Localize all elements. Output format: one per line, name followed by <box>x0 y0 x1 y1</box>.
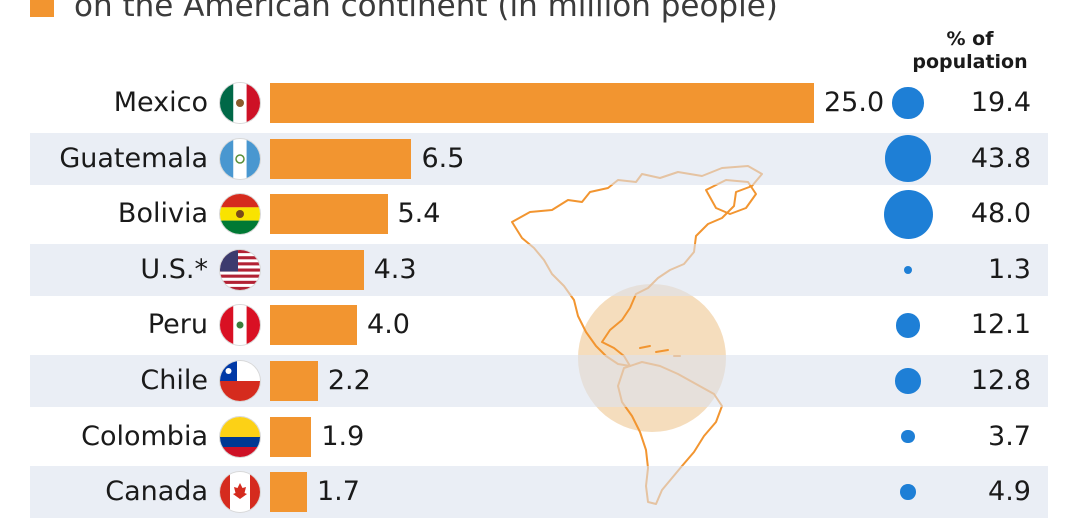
population-share-dot <box>901 429 915 444</box>
legend-swatch <box>30 0 54 17</box>
country-label: Bolivia <box>117 198 208 230</box>
pct-value-label: 48.0 <box>970 198 1031 230</box>
pct-value-label: 4.9 <box>988 476 1031 508</box>
chart-row: Mexico 25.0 19.4 <box>30 77 1048 129</box>
bar-value-label: 25.0 <box>824 87 885 118</box>
colombia-flag-icon <box>220 416 260 457</box>
peru-flag-icon <box>220 305 260 346</box>
bar-value-label: 6.5 <box>421 142 465 174</box>
bar <box>270 305 358 346</box>
canada-flag-icon <box>220 472 260 513</box>
legend-label: on the American continent (in million pe… <box>74 0 778 24</box>
pct-value-label: 43.8 <box>970 142 1031 174</box>
chart-row: Guatemala 6.5 43.8 <box>30 132 1048 185</box>
pct-column-header: % of population <box>900 28 1040 74</box>
bar-value-label: 5.4 <box>397 198 441 230</box>
chart-row: Canada 1.7 4.9 <box>30 466 1048 519</box>
bar <box>270 249 364 290</box>
country-label: Peru <box>147 309 208 341</box>
country-label: Canada <box>105 476 208 508</box>
pct-header-line1: % of <box>946 28 994 50</box>
chile-flag-icon <box>220 361 260 401</box>
chart-row: Chile 2.2 12.8 <box>30 355 1048 407</box>
population-share-dot <box>895 313 921 338</box>
bar <box>270 194 388 235</box>
population-share-dot <box>884 135 932 182</box>
population-share-dot <box>892 87 924 119</box>
bar-value-label: 4.0 <box>367 309 410 341</box>
pct-value-label: 3.7 <box>988 420 1031 452</box>
chart-row: Peru 4.0 12.1 <box>30 299 1048 351</box>
pct-value-label: 1.3 <box>988 253 1031 285</box>
country-label: Guatemala <box>59 142 208 174</box>
country-label: Chile <box>140 365 208 396</box>
bar <box>270 416 312 457</box>
country-label: U.S.* <box>140 253 208 285</box>
bolivia-flag-icon <box>220 194 260 235</box>
bar <box>270 138 412 179</box>
country-label: Mexico <box>113 87 208 118</box>
population-share-dot <box>903 265 913 274</box>
bar-value-label: 4.3 <box>373 253 417 285</box>
population-share-dot <box>900 484 916 500</box>
pct-value-label: 19.4 <box>970 87 1031 118</box>
bar <box>270 361 318 401</box>
chart-row: U.S.* 4.3 1.3 <box>30 243 1048 296</box>
country-label: Colombia <box>81 420 208 452</box>
bar <box>270 472 307 513</box>
legend: on the American continent (in million pe… <box>30 0 778 26</box>
bar-value-label: 1.9 <box>321 420 365 452</box>
guatemala-flag-icon <box>220 138 260 179</box>
pct-header-line2: population <box>912 51 1028 73</box>
usa-flag-icon <box>220 249 260 290</box>
bar-value-label: 1.7 <box>316 476 360 508</box>
population-share-dot <box>883 189 933 239</box>
pct-value-label: 12.1 <box>970 309 1031 341</box>
bar <box>270 83 814 123</box>
mexico-flag-icon <box>220 83 260 123</box>
pct-value-label: 12.8 <box>970 365 1031 396</box>
population-share-dot <box>895 368 921 394</box>
chart-row: Colombia 1.9 3.7 <box>30 411 1048 463</box>
bar-value-label: 2.2 <box>327 365 371 396</box>
chart-row: Bolivia 5.4 48.0 <box>30 188 1048 240</box>
